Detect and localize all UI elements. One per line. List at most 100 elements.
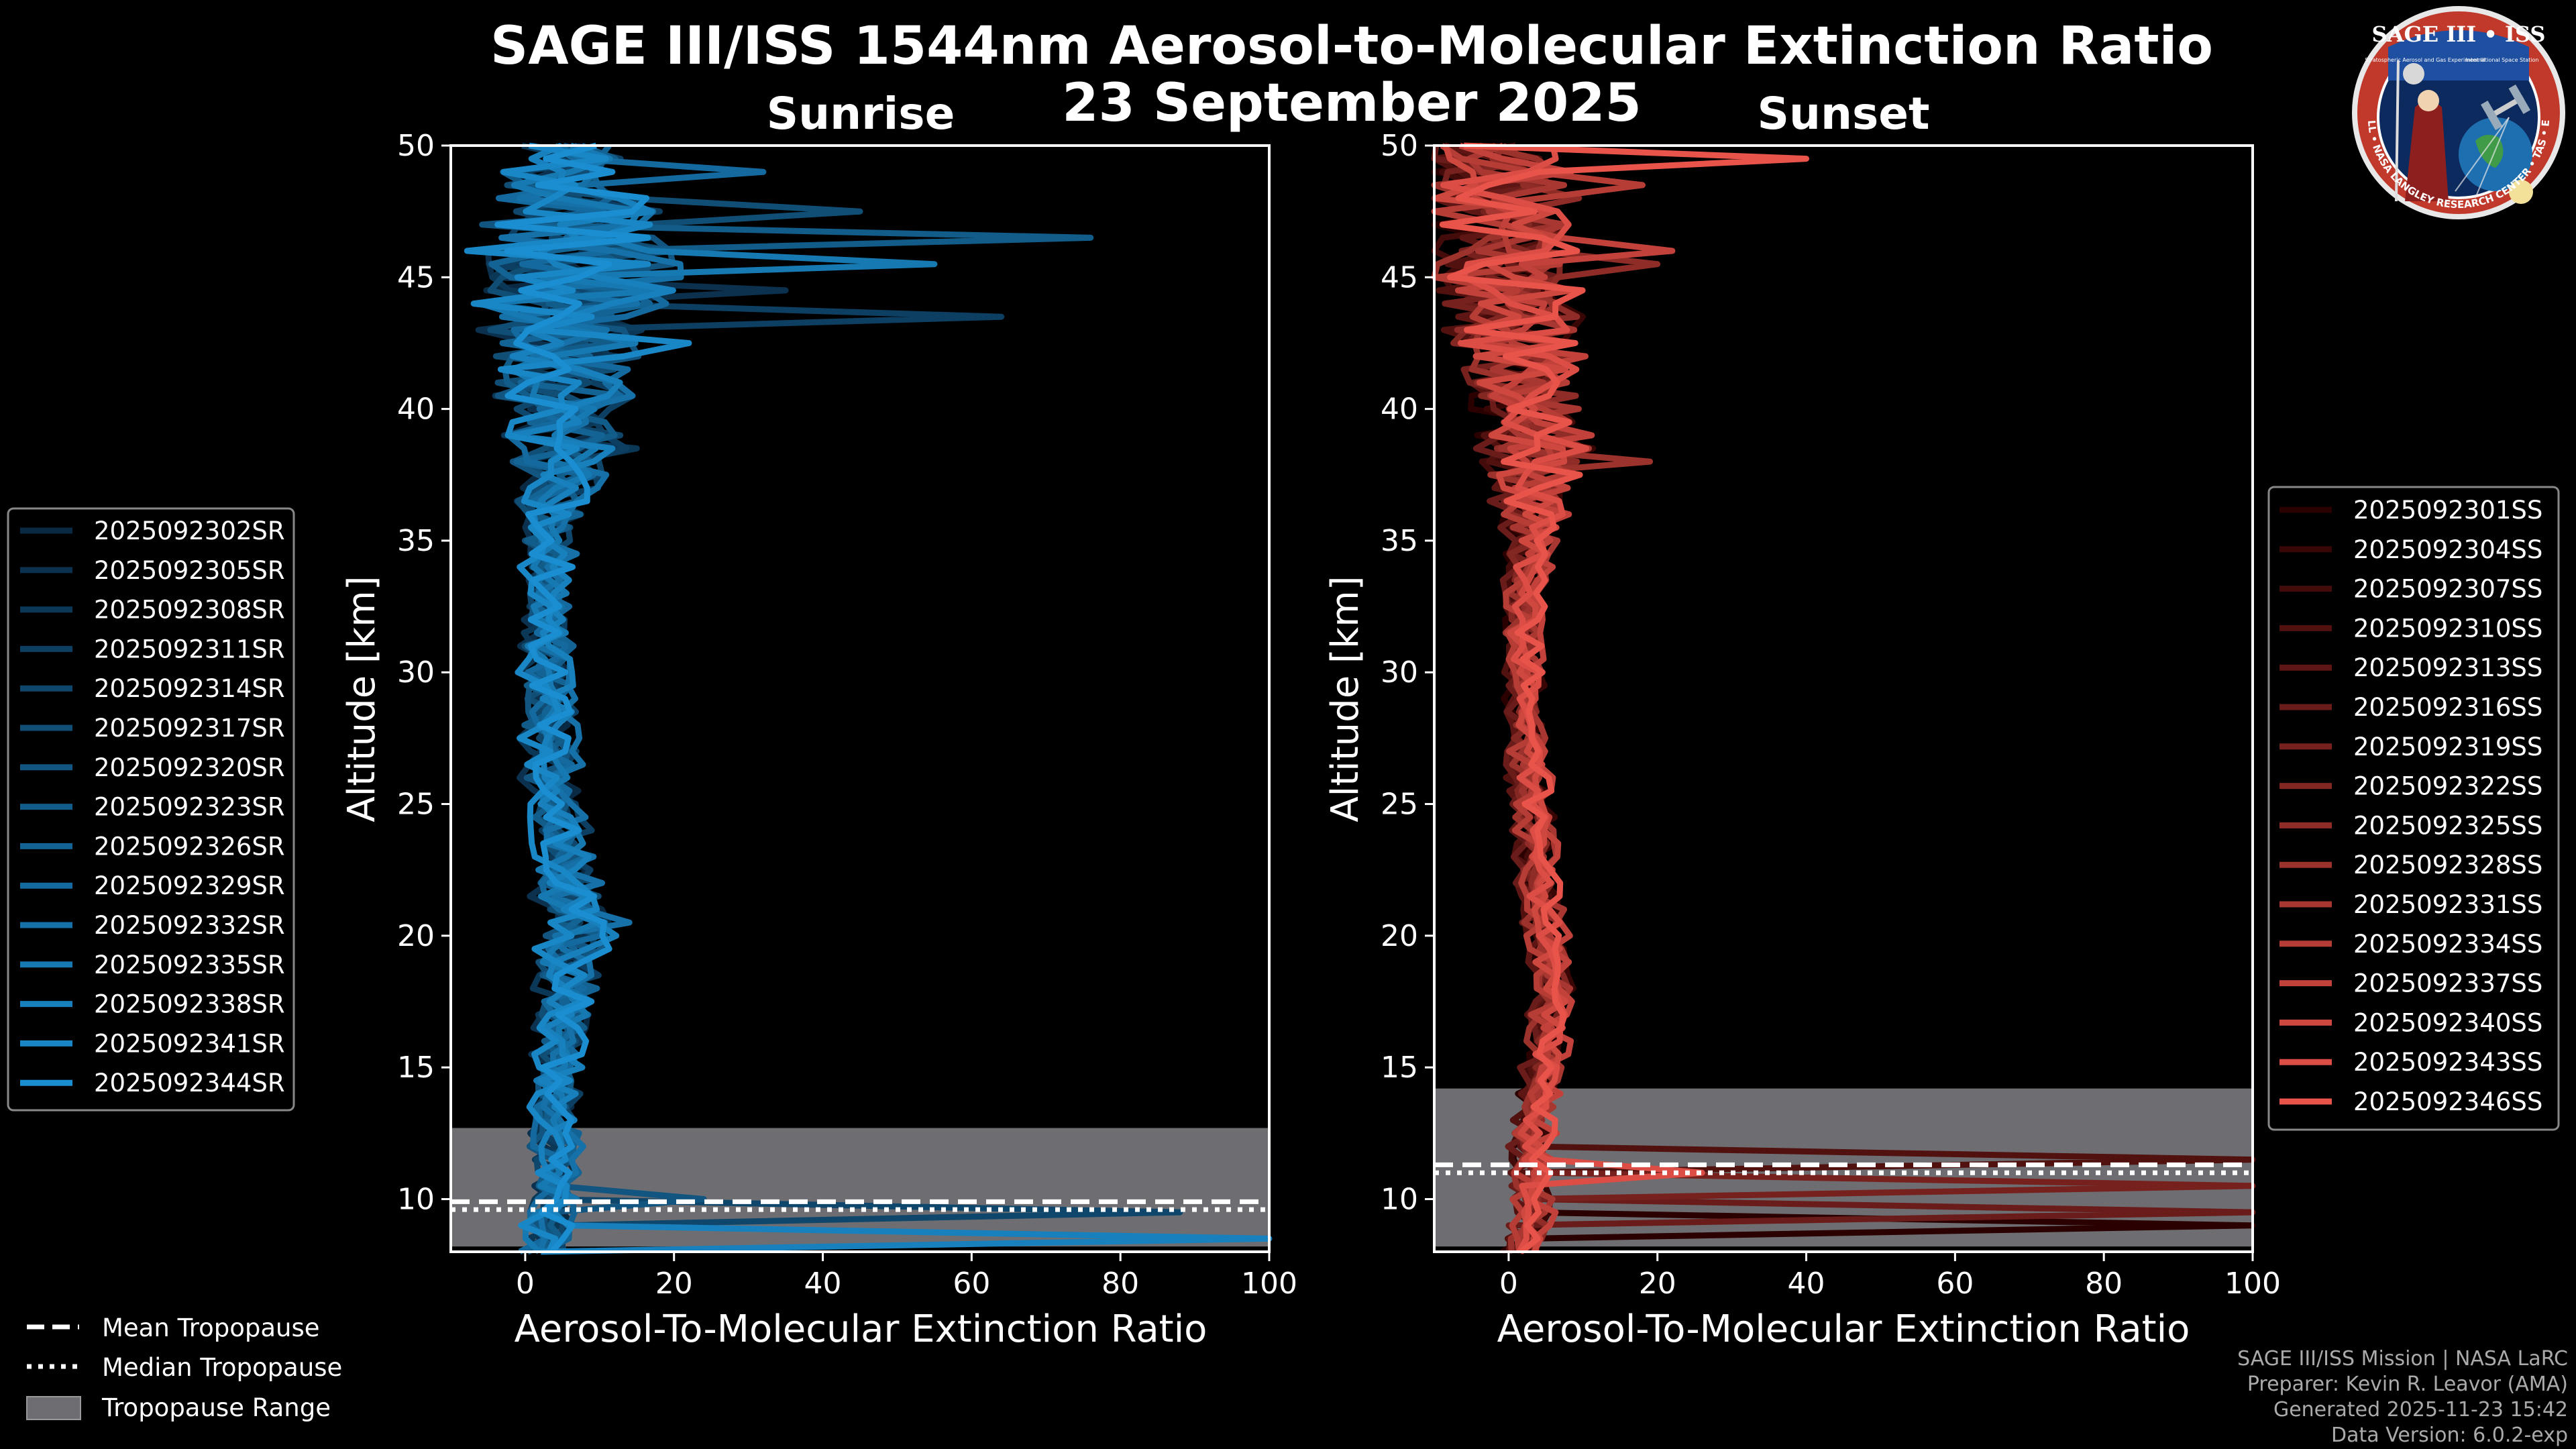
legend-entry-label: 2025092304SS [2353,535,2542,564]
sunset-legend: 2025092301SS 2025092304SS 2025092307SS 2025… [2267,486,2560,1131]
sunset-profile-lines [1431,142,2256,1255]
iss-station-icon [2481,84,2530,131]
y-tick-label: 10 [397,1182,435,1216]
legend-entry-label: 2025092320SR [94,753,285,782]
sun-icon [2509,180,2533,204]
sunrise-legend: 2025092302SR 2025092305SR 2025092308SR 2025… [7,507,295,1112]
sunrise-profile-2025092332SR [498,143,684,1253]
sunset-y-ticks: 10 15 20 25 30 35 40 45 50 [1381,129,1434,1216]
y-tick-label: 10 [1381,1182,1418,1216]
credit-data-version: Data Version: 6.0.2-exp [2331,1424,2568,1447]
credit-mission: SAGE III/ISS Mission | NASA LaRC [2237,1347,2568,1371]
credit-generated: Generated 2025-11-23 15:42 [2273,1398,2568,1421]
legend-entry-label: 2025092332SR [94,911,285,940]
y-tick-label: 40 [1381,392,1418,427]
legend-entry-label: 2025092317SR [94,714,285,743]
legend-entry-label: 2025092335SR [94,951,285,979]
legend-entry-label: 2025092334SS [2353,930,2542,959]
sunrise-y-axis-label: Altitude [km] [340,576,384,822]
y-tick-label: 45 [397,260,435,294]
sunset-profile-2025092343SS [1440,145,1705,1254]
legend-entry-label: 2025092323SR [94,793,285,822]
legend-entry-label: 2025092305SR [94,556,285,585]
legend-entry-label: 2025092302SR [94,517,285,545]
astronomer-figure-icon [2405,101,2449,201]
x-tick-label: 100 [2224,1267,2281,1301]
sunrise-y-ticks: 10 15 20 25 30 35 40 45 50 [397,129,451,1216]
sunrise-legend-box [7,507,295,1112]
x-tick-label: 20 [655,1267,693,1301]
credits: SAGE III/ISS Mission | NASA LaRC Prepare… [2237,1347,2568,1447]
tropopause-legend: Mean Tropopause Median Tropopause Tropop… [26,1313,342,1422]
y-tick-label: 50 [397,129,435,163]
legend-entry-label: 2025092308SR [94,596,285,625]
legend-entry-label: 2025092337SS [2353,969,2542,998]
legend-entry-label: 2025092301SS [2353,496,2542,525]
logo-iss-text: International Space Station [2466,57,2539,63]
figure-subtitle: 23 September 2025 [1062,73,1642,133]
y-tick-label: 45 [1381,260,1418,294]
legend-entry-label: 2025092311SR [94,635,285,663]
legend-entry-label: 2025092325SS [2353,811,2542,840]
y-tick-label: 25 [1381,788,1418,822]
x-tick-label: 60 [953,1267,990,1301]
sunset-profile-2025092346SS [1439,142,1809,1254]
median-tropopause-label: Median Tropopause [102,1353,342,1382]
legend-entry-label: 2025092313SS [2353,653,2542,682]
y-tick-label: 25 [397,788,435,822]
legend-entry-label: 2025092307SS [2353,575,2542,604]
sunrise-panel-title: Sunrise [767,88,955,140]
legend-entry-label: 2025092322SS [2353,772,2542,801]
x-tick-label: 0 [516,1267,535,1301]
legend-entry-label: 2025092340SS [2353,1008,2542,1037]
mean-tropopause-label: Mean Tropopause [102,1313,320,1342]
sunrise-plot-frame [449,144,1271,1253]
y-tick-label: 50 [1381,129,1418,163]
legend-entry-label: 2025092338SR [94,990,285,1019]
legend-entry-label: 2025092329SR [94,871,285,900]
tropopause-range-swatch [26,1396,81,1420]
legend-entry-label: 2025092343SS [2353,1048,2542,1077]
sunset-x-axis-label: Aerosol-To-Molecular Extinction Ratio [1497,1307,2190,1351]
y-tick-label: 15 [1381,1051,1418,1085]
legend-entry-label: 2025092331SS [2353,890,2542,919]
sunset-panel-title: Sunset [1757,88,1929,140]
legend-entry-label: 2025092344SR [94,1069,285,1097]
sunrise-profile-2025092344SR [494,142,651,1254]
x-tick-label: 40 [1788,1267,1825,1301]
sunset-plot-frame [1433,144,2254,1253]
tropopause-range-label: Tropopause Range [101,1393,331,1422]
x-tick-label: 60 [1936,1267,1974,1301]
sunset-y-axis-label: Altitude [km] [1324,576,1367,822]
legend-entry-label: 2025092316SS [2353,693,2542,722]
sunrise-x-ticks: 0 20 40 60 80 100 [516,1252,1297,1301]
x-tick-label: 80 [2085,1267,2123,1301]
logo-subtitle: Stratospheric Aerosol and Gas Experiment… [2365,57,2485,63]
legend-entry-label: 2025092346SS [2353,1087,2542,1116]
sunset-legend-box [2267,486,2560,1131]
legend-entry-label: 2025092314SR [94,674,285,703]
sunrise-profile-lines [464,142,1273,1255]
credit-preparer: Preparer: Kevin R. Leavor (AMA) [2247,1373,2568,1396]
figure-title: SAGE III/ISS 1544nm Aerosol-to-Molecular… [490,16,2213,76]
legend-entry-label: 2025092310SS [2353,614,2542,643]
y-tick-label: 40 [397,392,435,427]
x-tick-label: 0 [1499,1267,1518,1301]
sunrise-panel: 0 20 40 60 80 100 10 15 20 25 30 35 40 45 50 Aerosol-… [340,129,1297,1351]
y-tick-label: 30 [1381,655,1418,690]
x-tick-label: 40 [804,1267,842,1301]
legend-entry-label: 2025092341SR [94,1029,285,1058]
y-tick-label: 35 [1381,524,1418,558]
x-tick-label: 80 [1102,1267,1139,1301]
sunrise-x-axis-label: Aerosol-To-Molecular Extinction Ratio [515,1307,1208,1351]
y-tick-label: 35 [397,524,435,558]
x-tick-label: 100 [1241,1267,1297,1301]
y-tick-label: 20 [1381,919,1418,953]
moon-icon [2403,63,2424,85]
legend-entry-label: 2025092319SS [2353,733,2542,761]
legend-entry-label: 2025092328SS [2353,851,2542,879]
legend-entry-label: 2025092326SR [94,832,285,861]
y-tick-label: 15 [397,1051,435,1085]
y-tick-label: 30 [397,655,435,690]
